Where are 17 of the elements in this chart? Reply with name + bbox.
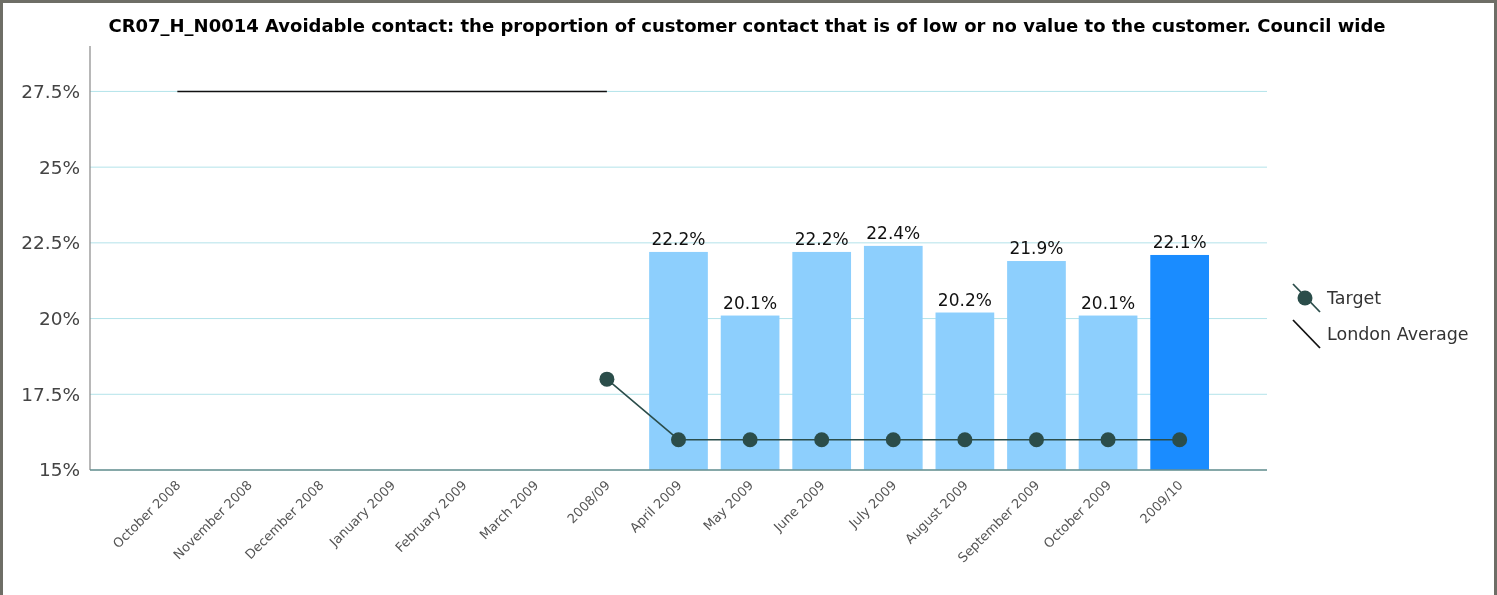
data-label: 22.4% xyxy=(866,222,921,243)
y-tick-label: 22.5% xyxy=(21,232,80,254)
y-tick-label: 27.5% xyxy=(21,80,80,102)
data-label: 20.1% xyxy=(723,292,778,313)
legend-label: London Average xyxy=(1327,324,1469,345)
data-label: 22.2% xyxy=(794,228,849,249)
data-label: 21.9% xyxy=(1009,238,1064,259)
data-label: 20.1% xyxy=(1081,292,1136,313)
y-tick-label: 25% xyxy=(38,156,80,178)
data-label: 20.2% xyxy=(937,289,992,310)
data-label: 22.2% xyxy=(651,228,706,249)
chart-title: CR07_H_N0014 Avoidable contact: the proportion of customer contact that is of low or no value to the customer. Council wide xyxy=(108,15,1386,36)
data-label: 22.1% xyxy=(1152,231,1207,252)
y-tick-label: 17.5% xyxy=(21,383,80,405)
y-tick-label: 20% xyxy=(38,308,80,330)
legend-label: Target xyxy=(1326,288,1382,309)
y-tick-label: 15% xyxy=(38,459,80,481)
